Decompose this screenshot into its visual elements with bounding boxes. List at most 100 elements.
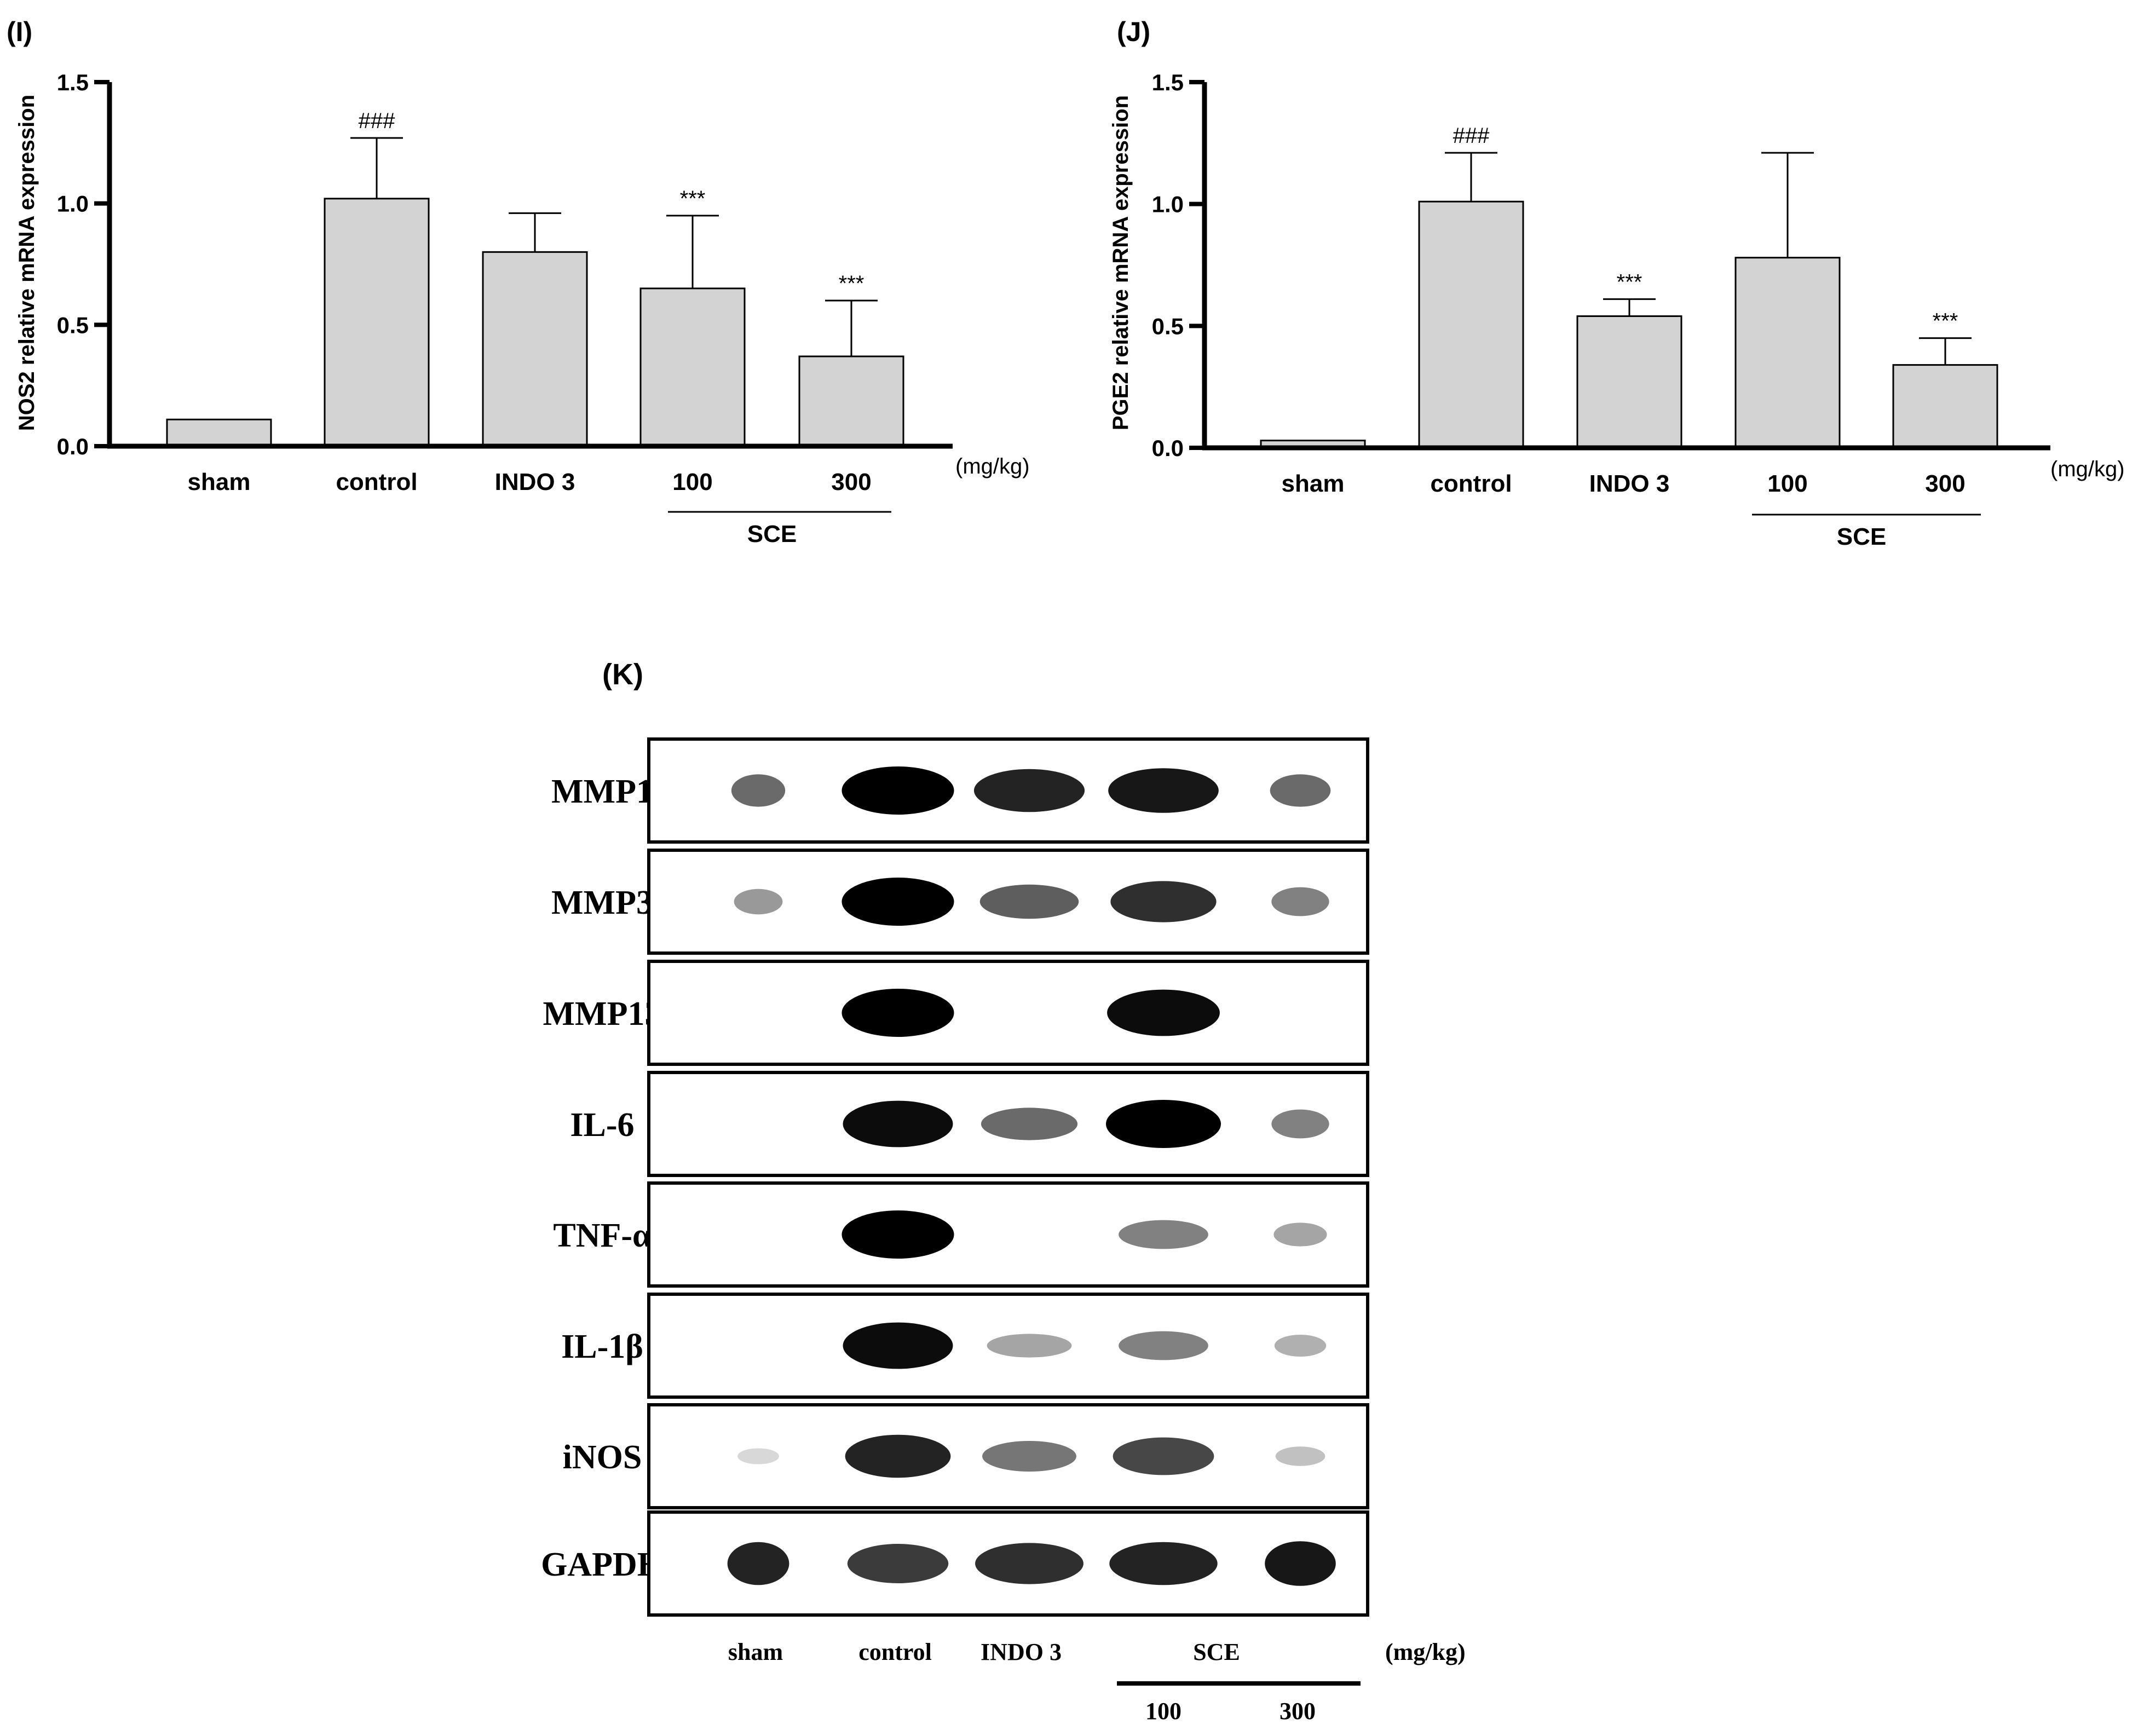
blot-group-lane-label: 100 — [1145, 1698, 1181, 1725]
bars-j: ### *** *** — [1260, 124, 1998, 449]
unit-label-i: (mg/kg) — [955, 454, 1030, 478]
blot-lane-label: sham — [728, 1639, 783, 1665]
blot-band — [979, 884, 1079, 919]
significance-annotation: *** — [1933, 309, 1958, 333]
blot-band — [847, 1544, 949, 1583]
blot-unit-label: (mg/kg) — [1385, 1639, 1466, 1665]
x-tick-label: 300 — [1925, 470, 1965, 497]
blot-band — [1271, 1109, 1329, 1139]
x-tick-label: sham — [188, 469, 251, 495]
blot-band — [842, 878, 954, 926]
x-tick-label: 100 — [672, 469, 712, 495]
x-labels-i: sham control INDO 3 100 300 — [188, 469, 872, 495]
blot-band — [1106, 1100, 1221, 1148]
bar — [482, 251, 588, 447]
blot-group-lane-label: 300 — [1280, 1698, 1316, 1725]
blot-band — [845, 1434, 951, 1478]
blot-band — [1271, 887, 1329, 916]
panel-label-j: (J) — [1117, 16, 1150, 47]
blot-row-label: MMP13 — [543, 995, 662, 1033]
x-labels-j: sham control INDO 3 100 300 — [1282, 470, 1966, 497]
nos2-bar-chart: (I) NOS2 relative mRNA expression 0.0 0.5… — [7, 16, 1030, 547]
y-ticks-i: 0.0 0.5 1.0 1.5 — [57, 70, 109, 459]
blot-band — [1107, 989, 1220, 1036]
blot-band — [1275, 1446, 1325, 1466]
blot-band — [1265, 1541, 1336, 1586]
y-axis-label-i: NOS2 relative mRNA expression — [15, 95, 39, 431]
blot-band — [982, 1441, 1076, 1472]
y-tick-label: 0.0 — [57, 434, 89, 459]
y-tick-label: 1.5 — [1152, 70, 1184, 95]
y-tick-label: 1.0 — [57, 191, 89, 217]
group-label-j: SCE — [1837, 523, 1886, 550]
blot-band — [1108, 768, 1219, 813]
blot-band — [1274, 1335, 1327, 1357]
blot-row-label: MMP1 — [551, 773, 653, 810]
unit-label-j: (mg/kg) — [2050, 457, 2125, 481]
significance-annotation: ### — [1453, 124, 1490, 148]
y-tick-label: 1.5 — [57, 70, 89, 95]
significance-annotation: ### — [359, 109, 395, 133]
blot-band — [1270, 774, 1331, 807]
significance-annotation: *** — [1617, 270, 1642, 294]
blot-lane-label: INDO 3 — [981, 1639, 1062, 1665]
blot-band — [843, 1322, 953, 1369]
y-tick-label: 0.0 — [1152, 435, 1184, 461]
blot-band — [1119, 1220, 1208, 1249]
blot-band — [981, 1108, 1078, 1140]
y-ticks-j: 0.0 0.5 1.0 1.5 — [1152, 70, 1204, 461]
bar — [798, 355, 904, 447]
bar — [1418, 200, 1524, 449]
blot-band — [731, 774, 786, 807]
blot-band — [843, 1100, 953, 1147]
blot-row-label: IL-6 — [570, 1106, 634, 1144]
y-tick-label: 0.5 — [1152, 313, 1184, 339]
blot-band — [842, 766, 954, 815]
x-tick-label: INDO 3 — [1589, 470, 1670, 497]
blot-band — [727, 1542, 789, 1585]
panel-label-i: (I) — [7, 16, 32, 47]
y-axis-label-j: PGE2 relative mRNA expression — [1109, 95, 1133, 430]
blot-band — [734, 889, 783, 915]
blot-band — [737, 1448, 779, 1464]
blot-row-label: TNF-α — [553, 1217, 651, 1254]
bar — [639, 287, 746, 447]
blot-band — [973, 769, 1085, 812]
blot-band — [987, 1334, 1072, 1358]
blot-band — [842, 989, 954, 1037]
x-tick-label: INDO 3 — [495, 469, 575, 495]
y-tick-label: 0.5 — [57, 312, 89, 338]
x-tick-label: control — [336, 469, 417, 495]
blot-lane-label: control — [858, 1639, 932, 1665]
bar — [1576, 315, 1682, 449]
blot-row-label: GAPDH — [541, 1546, 664, 1583]
bars-i: ### *** *** — [166, 109, 904, 447]
significance-annotation: *** — [839, 272, 864, 296]
blot-band — [1273, 1222, 1327, 1247]
blot-group-label: SCE — [1193, 1639, 1240, 1665]
bar — [1892, 364, 1998, 449]
blot-lane-labels: sham control INDO 3 100 300 — [728, 1639, 1316, 1725]
blot-row-label: MMP3 — [551, 884, 653, 921]
bar — [1734, 257, 1841, 449]
panel-label-k: (K) — [602, 658, 643, 691]
blot-band — [975, 1543, 1083, 1584]
bar — [324, 198, 430, 447]
x-tick-label: 100 — [1767, 470, 1807, 497]
blot-band — [1110, 881, 1217, 922]
blot-frame — [647, 1181, 1369, 1288]
x-tick-label: control — [1430, 470, 1512, 497]
blot-band — [1119, 1331, 1208, 1360]
x-tick-label: sham — [1282, 470, 1345, 497]
y-tick-label: 1.0 — [1152, 192, 1184, 217]
significance-annotation: *** — [680, 187, 706, 211]
bar — [166, 418, 272, 447]
group-label-i: SCE — [747, 521, 797, 547]
western-blot: (K) MMP1 MMP3 MMP13 IL-6 TNF-α IL-1β iNOS GAPDH… — [541, 658, 1466, 1725]
pge2-bar-chart: (J) PGE2 relative mRNA expression 0.0 0.5… — [1109, 16, 2125, 550]
blot-band — [1109, 1542, 1218, 1585]
blot-row-label: iNOS — [563, 1439, 642, 1476]
blot-band — [1113, 1437, 1214, 1475]
blot-frame — [647, 960, 1369, 1066]
